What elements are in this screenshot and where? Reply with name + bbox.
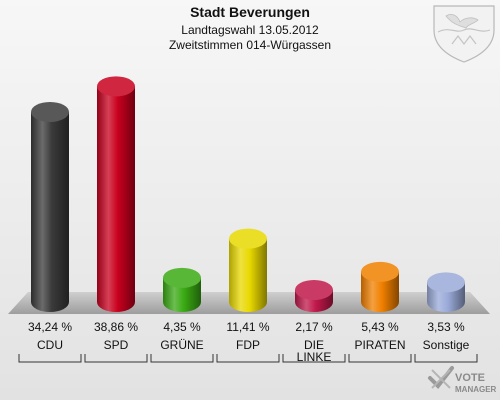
value-label-cdu: 34,24 % (28, 320, 72, 334)
bar-die-linke (295, 279, 333, 312)
bar-spd (97, 76, 135, 313)
value-label-die-linke: 2,17 % (295, 320, 333, 334)
category-bracket-die-linke (282, 354, 346, 363)
chart-subtitle-date: Landtagswahl 13.05.2012 (181, 23, 319, 37)
category-label-sonstige: Sonstige (423, 338, 470, 352)
value-label-spd: 38,86 % (94, 320, 138, 334)
logo-text-manager: MANAGER (455, 385, 497, 394)
category-bracket-cdu (18, 354, 82, 363)
bar-piraten (361, 261, 399, 312)
value-label-fdp: 11,41 % (226, 320, 269, 334)
coat-of-arms-icon (433, 5, 495, 63)
category-bracket-sonstige (414, 354, 478, 363)
category-bracket-gr-ne (150, 354, 214, 363)
category-label-fdp: FDP (236, 338, 260, 352)
category-bracket-piraten (348, 354, 412, 363)
bar-gr-ne (163, 267, 201, 312)
category-label-cdu: CDU (37, 338, 63, 352)
chart-subtitle-district: Zweitstimmen 014-Würgassen (169, 38, 331, 52)
category-bracket-spd (84, 354, 148, 363)
value-label-piraten: 5,43 % (361, 320, 399, 334)
value-label-gr-ne: 4,35 % (163, 320, 201, 334)
category-label-die-linke-2: LINKE (297, 350, 332, 364)
category-label-piraten: PIRATEN (354, 338, 405, 352)
category-label-die-linke-1: DIE (304, 338, 324, 352)
category-label-spd: SPD (104, 338, 129, 352)
vote-manager-logo: VOTE MANAGER (428, 366, 497, 394)
logo-text-vote: VOTE (455, 372, 485, 384)
category-label-gr-ne: GRÜNE (160, 338, 203, 352)
checkmark-icon (428, 366, 454, 390)
bar-cdu (31, 101, 69, 312)
chart-title: Stadt Beverungen (190, 4, 310, 20)
category-bracket-fdp (216, 354, 280, 363)
bar-sonstige (427, 272, 465, 312)
bar-fdp (229, 228, 267, 312)
value-label-sonstige: 3,53 % (427, 320, 465, 334)
